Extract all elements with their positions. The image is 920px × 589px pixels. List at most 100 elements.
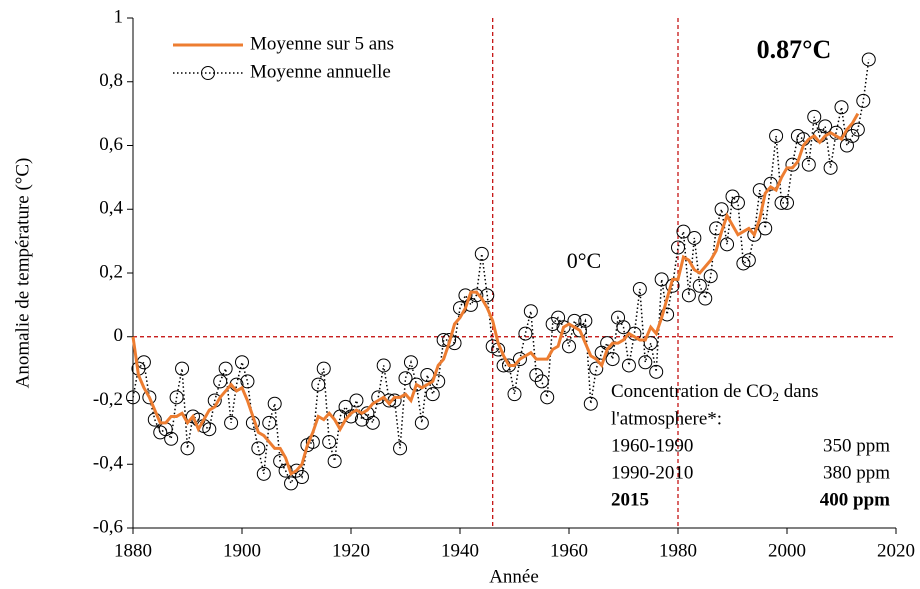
data-point: [180, 441, 195, 456]
y-tick-label: 0,4: [99, 198, 123, 219]
data-point: [785, 157, 800, 172]
data-point: [676, 224, 691, 239]
data-point: [616, 320, 631, 335]
data-point: [856, 93, 871, 108]
data-point: [164, 431, 179, 446]
data-point: [262, 415, 277, 430]
co2-period: 1960-1990: [611, 435, 693, 456]
data-point: [589, 361, 604, 376]
data-point: [834, 100, 849, 115]
data-point: [382, 393, 397, 408]
data-point: [175, 361, 190, 376]
co2-title-sub: 2: [772, 389, 779, 404]
co2-period: 2015: [611, 489, 649, 510]
data-point: [316, 361, 331, 376]
annotation: 0.87°C: [757, 35, 832, 64]
data-point: [741, 253, 756, 268]
data-point: [322, 434, 337, 449]
data-point: [224, 415, 239, 430]
data-point: [730, 195, 745, 210]
data-point: [344, 409, 358, 424]
data-point: [213, 374, 228, 389]
data-point: [769, 128, 784, 143]
data-point: [703, 269, 718, 284]
data-point: [671, 240, 685, 255]
x-tick-label: 2000: [768, 540, 806, 561]
data-point: [235, 355, 249, 370]
y-tick-label: -0,4: [93, 453, 124, 474]
data-point: [474, 246, 489, 261]
data-point: [240, 374, 255, 389]
data-point: [294, 470, 309, 484]
y-tick-label: -0,6: [93, 516, 123, 537]
data-point: [327, 454, 342, 469]
y-tick-label: -0,2: [93, 389, 123, 410]
legend-label: Moyenne sur 5 ans: [250, 33, 394, 54]
data-point: [403, 355, 418, 370]
data-point: [714, 202, 729, 217]
data-point: [425, 387, 440, 402]
data-point: [409, 377, 424, 392]
data-point: [687, 230, 702, 245]
data-point: [311, 377, 326, 392]
x-tick-label: 1920: [332, 540, 370, 561]
data-point: [507, 387, 522, 402]
data-point: [780, 195, 794, 210]
data-point: [823, 160, 838, 175]
data-point: [632, 281, 647, 296]
data-point: [398, 371, 413, 386]
data-point: [218, 361, 233, 376]
data-point: [763, 176, 778, 191]
data-point: [583, 396, 598, 411]
data-point: [349, 393, 364, 408]
data-point: [540, 390, 555, 405]
x-tick-label: 1900: [223, 540, 261, 561]
co2-title-part: dans: [779, 381, 819, 402]
y-tick-label: 0,2: [99, 261, 123, 282]
data-point: [376, 358, 391, 373]
data-point: [621, 358, 636, 373]
x-tick-label: 1940: [441, 540, 479, 561]
data-point: [414, 415, 429, 430]
data-point: [169, 390, 184, 405]
data-point: [649, 364, 664, 379]
y-axis-label: Anomalie de température (°C): [12, 158, 33, 389]
x-tick-label: 1960: [550, 540, 588, 561]
data-point: [654, 272, 669, 287]
co2-value: 380 ppm: [823, 462, 890, 483]
co2-value: 400 ppm: [820, 489, 890, 510]
co2-period: 1990-2010: [611, 462, 693, 483]
data-point: [556, 320, 571, 335]
annotation: 0°C: [567, 248, 601, 273]
x-tick-label: 2020: [877, 540, 915, 561]
data-point: [692, 278, 707, 293]
y-tick-label: 0,6: [99, 134, 123, 155]
data-point: [126, 390, 140, 405]
data-point: [774, 195, 789, 210]
co2-title-part: Concentration de CO: [611, 381, 772, 402]
data-point: [850, 122, 865, 137]
data-point: [562, 339, 576, 354]
data-point: [518, 326, 533, 341]
series-line: [131, 112, 860, 477]
data-point: [605, 352, 620, 367]
data-point: [142, 390, 157, 405]
data-point: [251, 441, 266, 456]
data-point: [267, 396, 282, 411]
legend-label: Moyenne annuelle: [250, 61, 391, 82]
data-point: [284, 476, 299, 491]
y-tick-label: 0,8: [99, 70, 123, 91]
co2-title: l'atmosphere*:: [611, 408, 722, 429]
data-point: [534, 374, 549, 389]
x-axis-label: Année: [489, 566, 539, 587]
data-point: [801, 157, 816, 172]
data-point: [681, 288, 696, 303]
data-point: [758, 221, 773, 236]
co2-value: 350 ppm: [823, 435, 890, 456]
co2-title: Concentration de CO2 dans: [611, 381, 819, 404]
x-tick-label: 1980: [659, 540, 697, 561]
data-point: [512, 352, 527, 367]
y-tick-label: 0: [114, 325, 124, 346]
data-point: [807, 109, 822, 124]
